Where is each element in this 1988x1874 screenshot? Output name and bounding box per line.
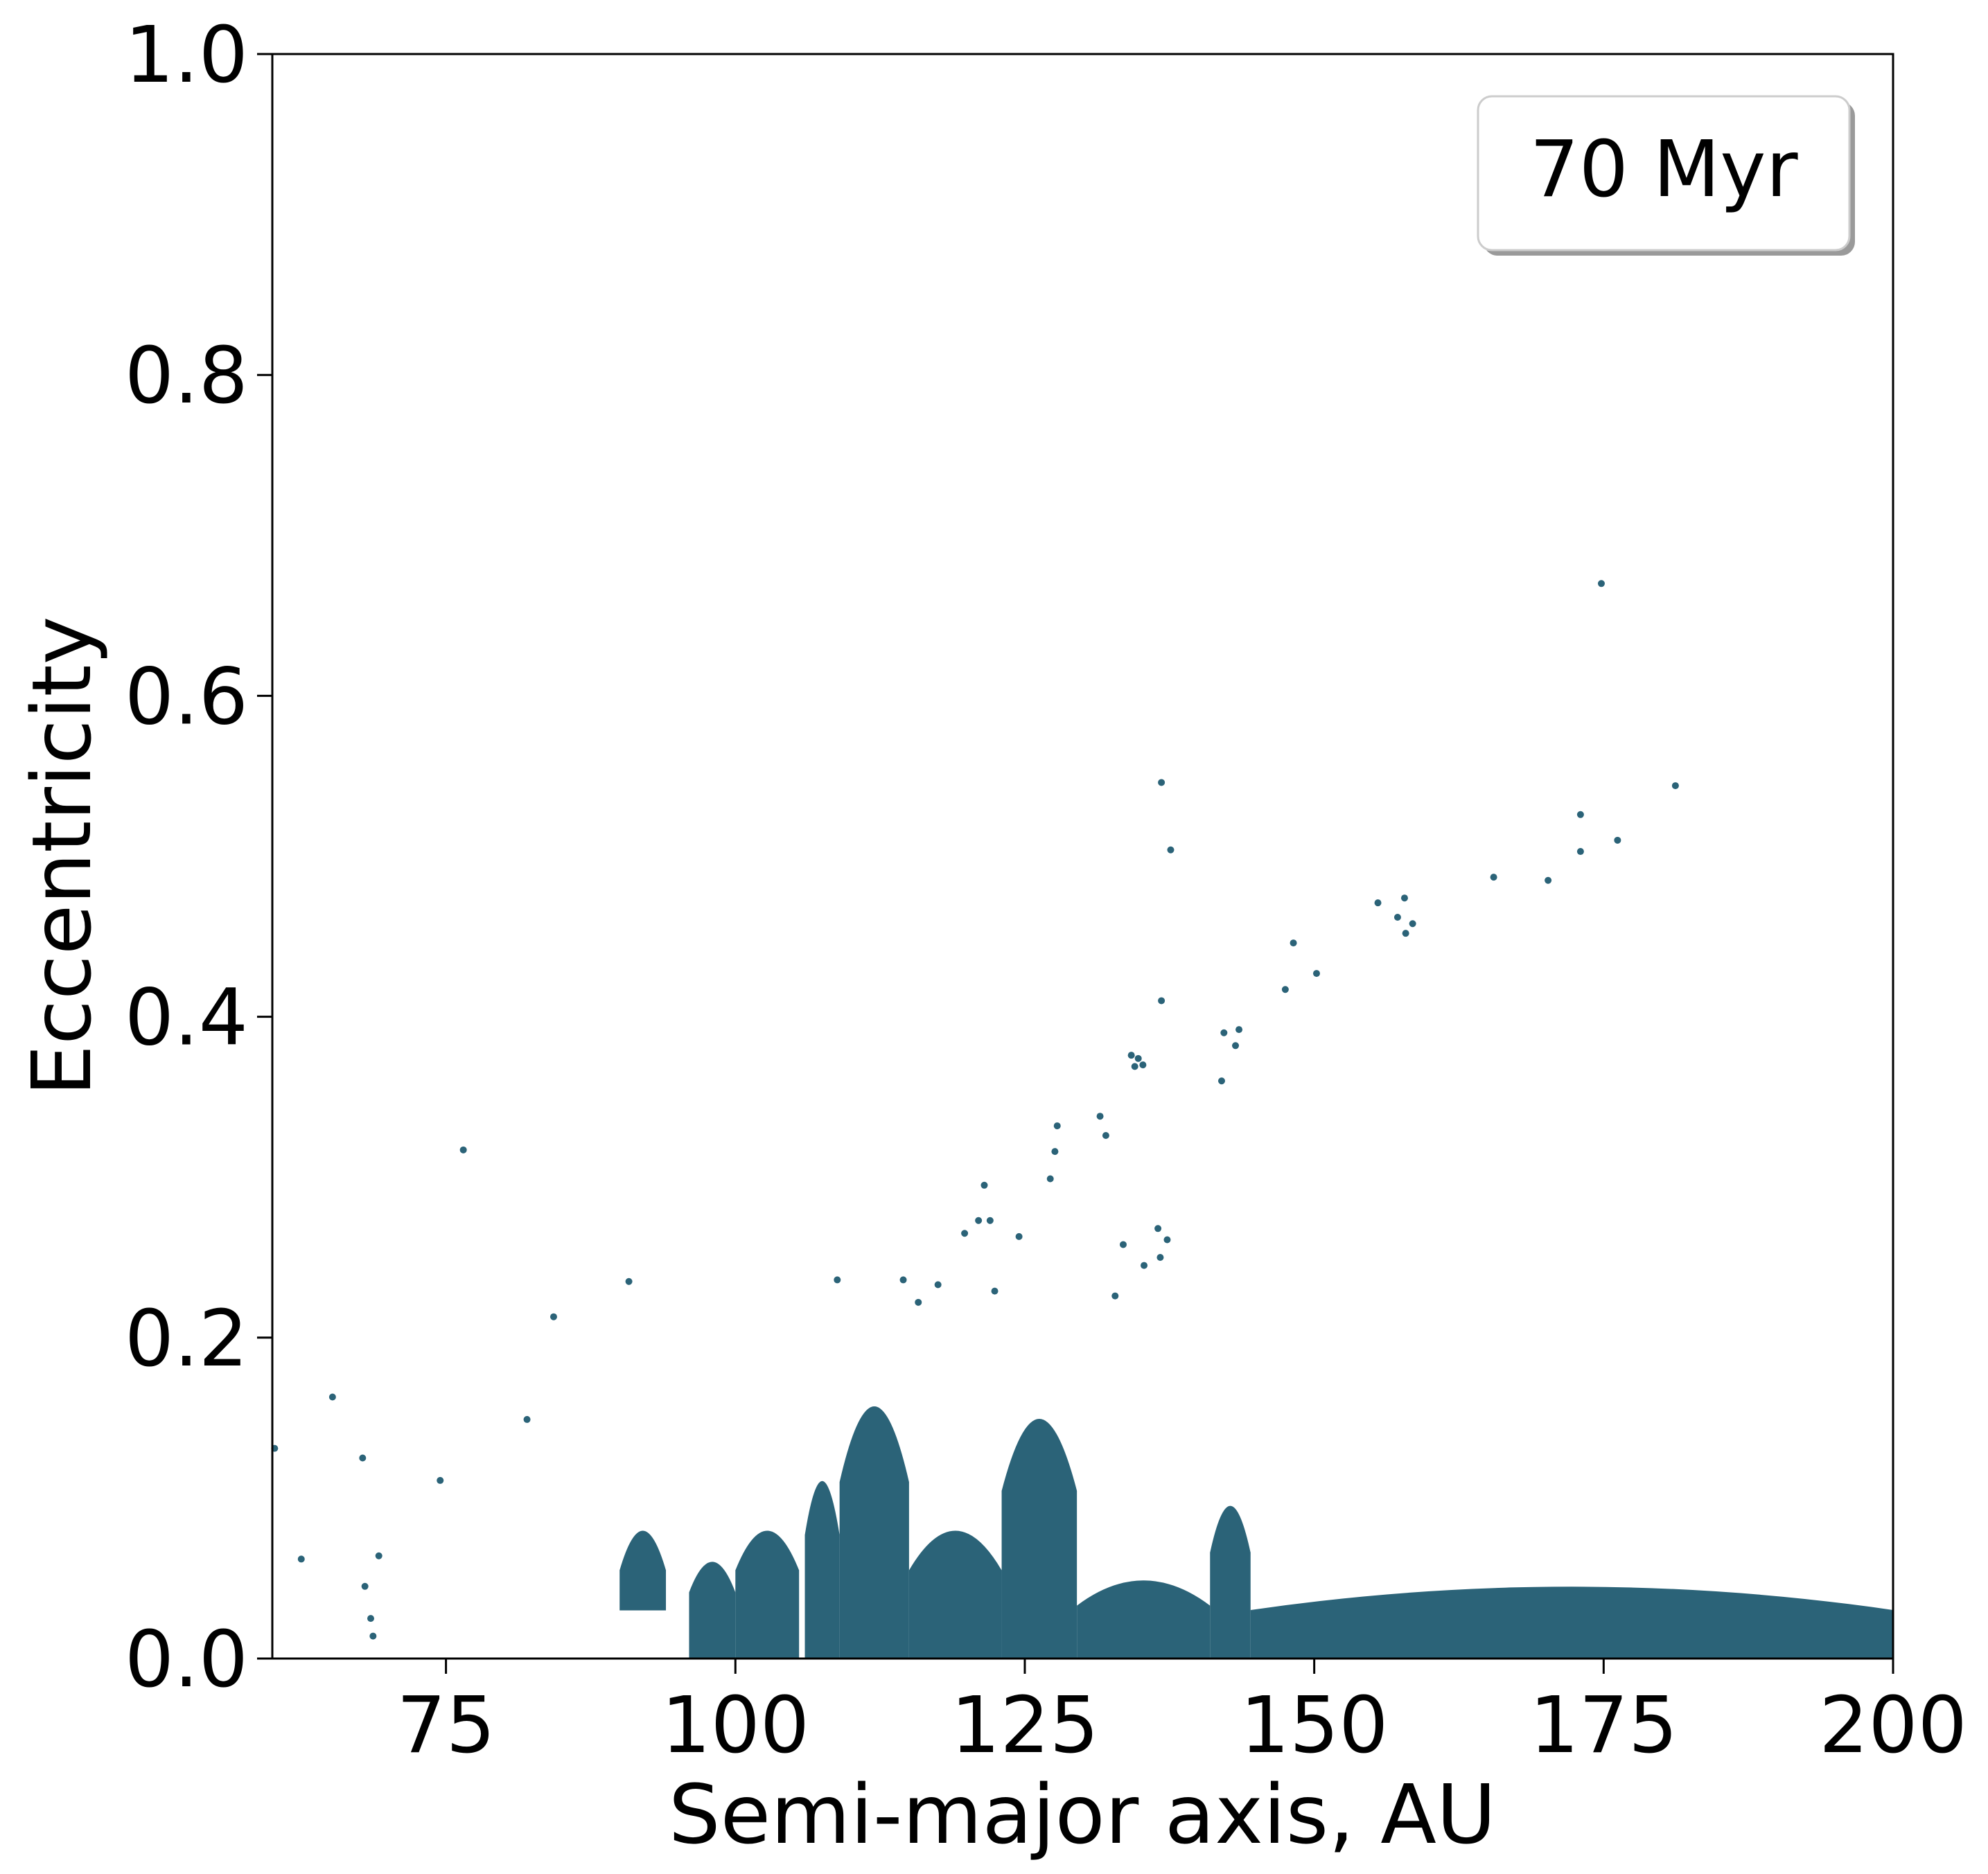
dense-point-cloud [735, 1530, 800, 1659]
scatter-point [1119, 1241, 1127, 1248]
x-axis-label: Semi-major axis, AU [669, 1767, 1497, 1862]
scatter-point [625, 1278, 633, 1285]
scatter-point [1158, 779, 1165, 786]
scatter-point [437, 1476, 444, 1484]
scatter-point [1154, 1225, 1162, 1232]
x-tick-label: 125 [951, 1681, 1099, 1771]
scatter-point [1235, 1026, 1243, 1034]
scatter-point [1167, 846, 1175, 854]
y-axis-ticks: 0.0 0.2 0.4 0.6 0.8 1.0 [125, 10, 272, 1705]
y-axis-label: Eccentricity [14, 616, 109, 1096]
scatter-point [1096, 1113, 1104, 1120]
scatter-point [1576, 848, 1584, 856]
scatter-point [991, 1287, 999, 1295]
legend: 70 Myr [1477, 95, 1855, 256]
scatter-point [1671, 782, 1679, 790]
scatter-point [1576, 811, 1584, 818]
y-tick-label: 0.0 [125, 1615, 248, 1705]
dense-point-cloud [689, 1562, 736, 1659]
y-tick-label: 1.0 [125, 10, 248, 100]
scatter-point [1051, 1148, 1059, 1156]
scatter-point [1393, 914, 1401, 921]
scatter-point [1545, 876, 1552, 884]
scatter-point [1158, 997, 1165, 1005]
scatter-point [1232, 1042, 1240, 1050]
scatter-point [834, 1276, 841, 1284]
scatter-point [1374, 899, 1382, 907]
scatter-point [1156, 1254, 1164, 1261]
scatter-point [1312, 970, 1320, 978]
dense-point-cloud [908, 1530, 1002, 1659]
scatter-point [980, 1181, 988, 1189]
scatter-point [1217, 1077, 1225, 1085]
scatter-point [1053, 1122, 1061, 1130]
dense-point-cloud [1210, 1505, 1251, 1659]
scatter-point [1127, 1052, 1135, 1059]
scatter-point [1046, 1175, 1054, 1183]
legend-box [1477, 95, 1851, 251]
scatter-point [915, 1298, 922, 1306]
scatter-point [1139, 1061, 1147, 1069]
scatter-point [899, 1276, 907, 1284]
x-tick-label: 175 [1529, 1681, 1678, 1771]
dense-point-cloud [839, 1406, 909, 1659]
dense-point-cloud [1001, 1418, 1077, 1659]
x-axis-ticks: 75 100 125 150 175 200 [396, 1659, 1967, 1771]
dense-point-cloud [1250, 1586, 1893, 1659]
y-tick-label: 0.6 [125, 652, 248, 742]
scatter-point [359, 1454, 367, 1462]
scatter-point [1409, 920, 1416, 928]
x-tick-label: 75 [396, 1681, 495, 1771]
scatter-point [961, 1230, 969, 1237]
scatter-point [1015, 1232, 1023, 1240]
scatter-point [1131, 1063, 1138, 1070]
scatter-point [1134, 1054, 1142, 1062]
scatter-point [1102, 1131, 1109, 1139]
scatter-point [1281, 986, 1289, 993]
scatter-point [1402, 930, 1409, 937]
y-tick-label: 0.4 [125, 973, 248, 1063]
x-tick-label: 100 [661, 1681, 809, 1771]
scatter-point [297, 1555, 305, 1563]
scatter-point [1111, 1292, 1119, 1300]
plot-frame [271, 53, 1894, 1660]
x-tick-label: 150 [1240, 1681, 1389, 1771]
scatter-point [369, 1632, 377, 1640]
scatter-point [361, 1582, 369, 1590]
scatter-point [375, 1552, 382, 1559]
y-tick-label: 0.2 [125, 1294, 248, 1384]
scatter-point [986, 1217, 994, 1224]
scatter-point [1141, 1262, 1148, 1269]
legend-label: 70 Myr [1529, 125, 1798, 215]
dense-point-cloud [619, 1530, 667, 1611]
scatter-point [367, 1615, 375, 1623]
scatter-point [1614, 836, 1621, 844]
x-tick-label: 200 [1819, 1681, 1967, 1771]
dense-point-cloud [804, 1480, 840, 1659]
dense-point-cloud [1077, 1580, 1211, 1659]
scatter-point [549, 1313, 557, 1320]
plot-area [271, 580, 1893, 1659]
scatter-point [975, 1217, 983, 1224]
scatter-point [1163, 1236, 1171, 1244]
scatter-point [459, 1146, 467, 1153]
scatter-point [1597, 580, 1605, 587]
scatter-point [934, 1281, 942, 1289]
scatter-point [1290, 939, 1297, 947]
scatter-point [1220, 1029, 1228, 1036]
y-tick-label: 0.8 [125, 331, 248, 421]
scatter-point [1400, 894, 1408, 902]
scatter-point [1490, 874, 1497, 881]
scatter-point [328, 1393, 336, 1401]
scatter-point [523, 1415, 531, 1423]
